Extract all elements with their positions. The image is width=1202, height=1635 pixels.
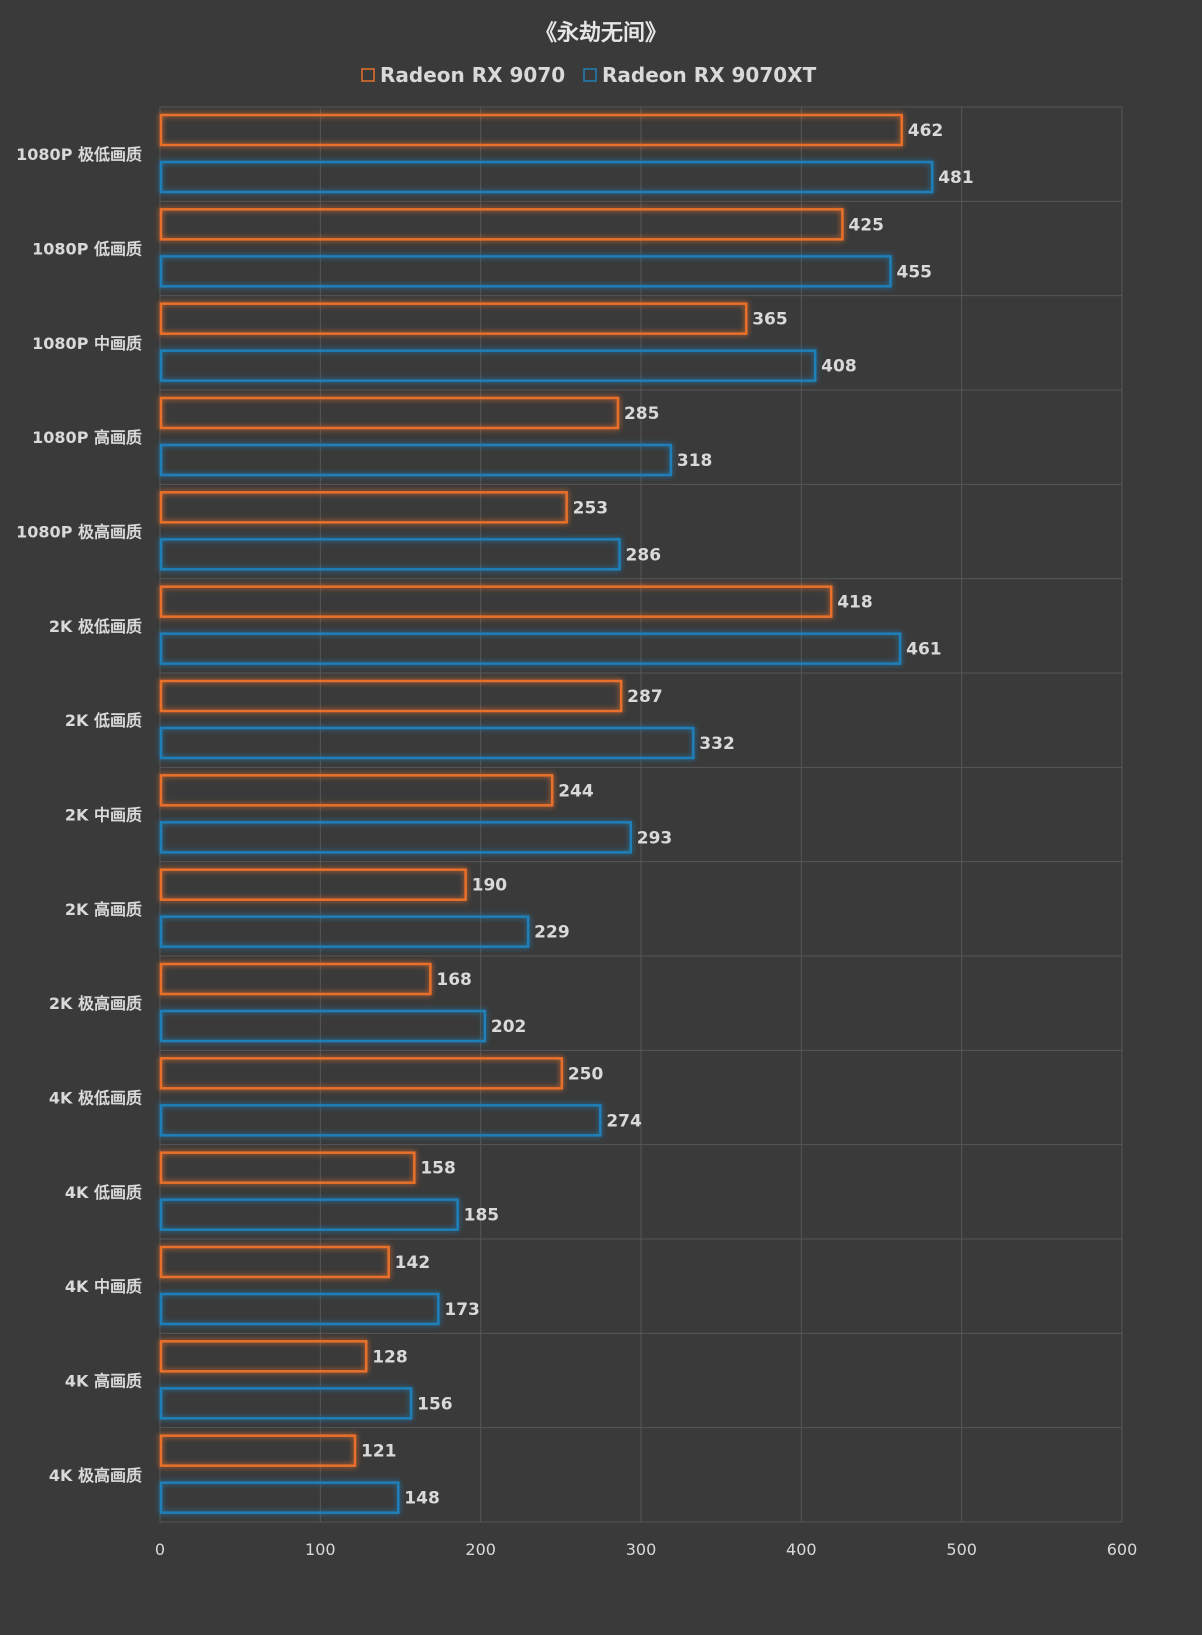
data-label: 185: [464, 1206, 500, 1226]
bar: [159, 1151, 416, 1184]
category-label: 1080P 低画质: [32, 240, 142, 259]
bar: [159, 632, 902, 665]
data-label: 148: [404, 1489, 440, 1509]
bar: [159, 962, 432, 996]
data-label: 244: [558, 781, 594, 801]
bar: [159, 774, 554, 807]
data-label: 408: [821, 357, 857, 377]
category-label: 1080P 高画质: [32, 428, 142, 447]
data-label: 142: [395, 1253, 431, 1273]
data-label: 168: [436, 970, 472, 990]
x-tick-label: 100: [305, 1540, 336, 1559]
data-label: 365: [752, 310, 788, 330]
bar: [159, 208, 844, 241]
bar: [159, 443, 673, 477]
bar: [159, 726, 695, 760]
bar: [159, 396, 620, 430]
bar: [159, 1104, 602, 1137]
data-label: 287: [627, 687, 663, 707]
bar: [159, 1292, 440, 1326]
data-label: 462: [908, 121, 944, 141]
x-tick-label: 200: [465, 1540, 496, 1559]
bar: [159, 255, 892, 288]
legend-swatch: [361, 68, 375, 82]
data-label: 253: [573, 498, 609, 518]
category-label: 2K 高画质: [65, 900, 142, 919]
data-label: 121: [361, 1442, 397, 1462]
category-label: 4K 低画质: [65, 1183, 142, 1202]
data-label: 229: [534, 923, 570, 943]
data-label: 425: [848, 215, 884, 235]
x-tick-label: 600: [1107, 1540, 1138, 1559]
bar: [159, 1245, 390, 1279]
category-label: 1080P 极高画质: [16, 523, 142, 542]
legend: Radeon RX 9070 Radeon RX 9070XT: [361, 63, 817, 87]
legend-item: Radeon RX 9070: [361, 63, 565, 87]
legend-swatch: [583, 68, 597, 82]
bar: [159, 160, 934, 194]
data-label: 286: [626, 545, 662, 565]
x-axis-tick-labels: 0 100 200 300 400 500 600: [155, 1540, 1137, 1559]
legend-label: Radeon RX 9070: [380, 63, 565, 87]
legend-label: Radeon RX 9070XT: [602, 63, 817, 87]
bar: [159, 349, 817, 382]
bar: [159, 302, 748, 335]
bar: [159, 1481, 400, 1514]
data-label: 285: [624, 404, 660, 424]
data-label: 202: [491, 1017, 526, 1037]
x-tick-label: 300: [626, 1540, 657, 1559]
bar: [159, 585, 833, 618]
bar: [159, 1387, 413, 1420]
bar: [159, 915, 530, 948]
bar: [159, 113, 903, 147]
data-label: 481: [938, 168, 974, 188]
bar: [159, 1198, 459, 1231]
bar: [159, 538, 621, 571]
bar: [159, 1434, 357, 1467]
bar: [159, 491, 568, 524]
data-label: 173: [444, 1300, 480, 1320]
data-label: 190: [472, 876, 508, 896]
data-label: 158: [420, 1159, 456, 1179]
data-label: 455: [897, 262, 933, 282]
data-label: 318: [677, 451, 713, 471]
data-label: 156: [417, 1394, 453, 1414]
grid-lines: [159, 106, 1123, 1523]
category-label: 1080P 中画质: [32, 334, 142, 353]
bar: [159, 1057, 564, 1090]
data-label: 461: [906, 640, 942, 660]
bar: [159, 1009, 487, 1043]
data-label: 332: [699, 734, 735, 754]
category-label: 4K 极高画质: [49, 1466, 142, 1485]
data-label: 293: [637, 828, 673, 848]
bar: [159, 868, 467, 901]
x-tick-label: 400: [786, 1540, 817, 1559]
category-label: 2K 中画质: [65, 806, 142, 825]
legend-item: Radeon RX 9070XT: [583, 63, 817, 87]
x-tick-label: 500: [946, 1540, 977, 1559]
category-label: 4K 中画质: [65, 1277, 142, 1296]
category-label: 2K 低画质: [65, 711, 142, 730]
chart-title: 《永劫无间》: [535, 20, 667, 46]
data-label: 418: [837, 593, 873, 613]
category-label: 4K 高画质: [65, 1372, 142, 1391]
bar: [159, 679, 623, 713]
bars: 462 481 425 455 365 408 285 318 253 286 418 461 287 3…: [159, 113, 974, 1514]
data-label: 128: [372, 1347, 408, 1367]
bar: [159, 1340, 368, 1373]
category-label: 1080P 极低画质: [16, 145, 142, 164]
data-label: 250: [568, 1064, 604, 1084]
data-label: 274: [606, 1111, 642, 1131]
category-label: 2K 极高画质: [49, 994, 142, 1013]
x-tick-label: 0: [155, 1540, 165, 1559]
category-labels: 1080P 极低画质 1080P 低画质 1080P 中画质 1080P 高画质 108…: [16, 145, 142, 1485]
category-label: 2K 极低画质: [49, 617, 142, 636]
category-label: 4K 极低画质: [49, 1089, 142, 1108]
bar: [159, 821, 633, 854]
